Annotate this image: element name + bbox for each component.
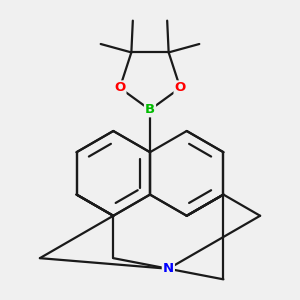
Text: O: O [175, 81, 186, 94]
Text: B: B [145, 103, 155, 116]
Text: O: O [114, 81, 125, 94]
Text: N: N [163, 262, 174, 275]
